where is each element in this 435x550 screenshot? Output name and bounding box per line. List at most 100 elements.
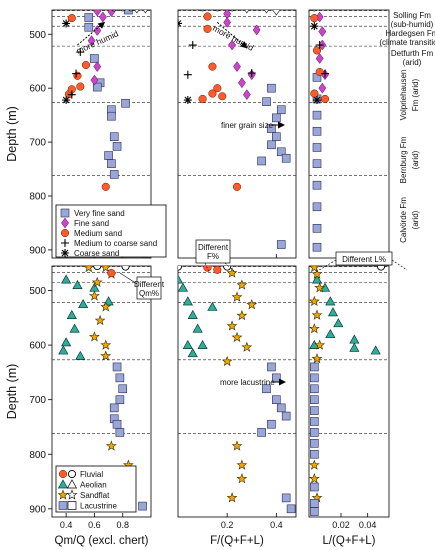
data-point-aeolian (178, 282, 189, 292)
legend-symbol-aeolian-open (66, 479, 78, 489)
data-point-aeolian (311, 274, 323, 284)
data-point-very-fine (312, 143, 322, 152)
data-point-sandflat (311, 353, 323, 364)
legend-label-medium: Medium sand (74, 229, 122, 238)
data-point-very-fine (276, 240, 286, 249)
data-point-sandflat (100, 301, 112, 312)
data-point-aeolian (182, 339, 193, 349)
data-point-fluvial-open (223, 266, 232, 271)
formation-volpriehausen: Volpriehausen (399, 70, 408, 121)
data-point-aeolian (61, 274, 72, 284)
data-point-medium (213, 84, 222, 93)
data-point-lacustrine (257, 428, 266, 437)
data-point-medium (198, 94, 207, 104)
legend-symbol-fluvial-open (67, 469, 77, 479)
data-point-lacustrine (310, 449, 319, 459)
data-point-medium-coarse (247, 69, 256, 78)
data-point-lacustrine (310, 428, 319, 437)
data-point-sandflat (236, 459, 248, 470)
legend-symbol-lacustrine-open (67, 501, 77, 510)
data-point-medium (218, 92, 227, 101)
data-point-fluvial (203, 266, 212, 272)
data-point-lacustrine (112, 362, 122, 372)
data-point-very-fine (84, 13, 94, 22)
legend-symbol-coarse (61, 249, 69, 257)
formation-hardegsen-climate: (climate transition) (379, 38, 435, 47)
data-point-very-fine (109, 170, 119, 179)
depth-tick-label: 800 (29, 450, 46, 461)
data-point-sandflat (311, 309, 323, 320)
data-point-very-fine (109, 132, 119, 141)
data-point-fine (93, 61, 102, 73)
data-point-aeolian (78, 298, 89, 309)
data-point-medium (76, 82, 85, 91)
data-point-sandflat (236, 309, 248, 321)
data-point-very-fine (92, 82, 102, 92)
data-point-sandflat (241, 341, 253, 352)
data-point-lacustrine (310, 482, 319, 492)
legend-symbol-medium (60, 228, 70, 238)
data-point-fluvial (107, 269, 116, 278)
data-point-medium-coarse (188, 41, 197, 50)
data-point-fine (233, 61, 241, 73)
data-point-aeolian (192, 323, 203, 333)
data-point-very-fine (312, 180, 322, 190)
data-point-sandflat (100, 266, 111, 273)
data-point-very-fine (90, 54, 99, 63)
data-point-medium (67, 14, 76, 23)
legend-label-lacustrine: Lacustrine (80, 502, 117, 511)
data-point-lacustrine (310, 417, 319, 426)
data-point-fine (315, 53, 324, 64)
data-point-coarse (310, 22, 319, 31)
annotation-different-f-value: F% (207, 252, 219, 261)
data-point-fine (87, 35, 96, 47)
data-point-very-fine (107, 159, 116, 168)
data-point-fluvial-open (376, 266, 386, 271)
data-point-fine (242, 89, 251, 101)
data-point-sandflat (236, 279, 248, 290)
data-point-very-fine (104, 151, 113, 160)
data-point-sandflat (311, 268, 323, 279)
data-point-very-fine (272, 132, 281, 141)
data-point-very-fine (262, 97, 271, 106)
different-l-box (335, 251, 393, 266)
panel-frame (308, 265, 390, 518)
data-point-open (229, 10, 236, 12)
data-point-sandflat (231, 331, 243, 343)
data-point-sandflat (309, 459, 320, 470)
data-point-aeolian (349, 342, 360, 352)
legend-symbol-sandflat-open (66, 489, 78, 500)
legend-symbol-lacustrine (58, 501, 68, 510)
data-point-sandflat (83, 266, 95, 273)
data-point-medium (208, 62, 217, 71)
data-point-sandflat (106, 440, 117, 451)
data-point-fine (223, 16, 232, 28)
data-point-aeolian (69, 323, 80, 333)
legend-label-fluvial: Fluvial (80, 470, 103, 479)
legend-symbol-fluvial (58, 469, 68, 479)
data-point-fluvial-open (121, 266, 130, 271)
data-point-aeolian (58, 345, 69, 355)
data-point-lacustrine (262, 384, 271, 394)
data-point-sandflat (226, 267, 238, 278)
data-point-sandflat (226, 320, 238, 331)
depth-tick-label: 900 (29, 504, 46, 515)
data-point-open (199, 10, 206, 12)
x-axis-label: Qm/Q (excl. chert) (55, 535, 149, 547)
data-point-medium (312, 46, 322, 55)
data-point-aeolian (72, 279, 83, 289)
x-axis-label: F/(Q+F+L) (210, 535, 264, 547)
data-point-aeolian (207, 301, 218, 311)
data-point-medium (81, 60, 90, 70)
x-axis-label: L/(Q+F+L) (322, 535, 375, 547)
data-point-very-fine (112, 142, 122, 151)
data-point-medium (203, 12, 212, 21)
data-point-fine (252, 24, 261, 36)
legend-label-medium-coarse: Medium to coarse sand (74, 239, 157, 248)
data-point-very-fine (124, 10, 133, 15)
data-point-very-fine (267, 124, 276, 133)
data-point-fluvial (213, 266, 222, 274)
formation-calvorde: Calvörde Fm (399, 197, 408, 243)
data-point-medium-coarse (76, 48, 85, 57)
humid-arrow (217, 22, 248, 49)
